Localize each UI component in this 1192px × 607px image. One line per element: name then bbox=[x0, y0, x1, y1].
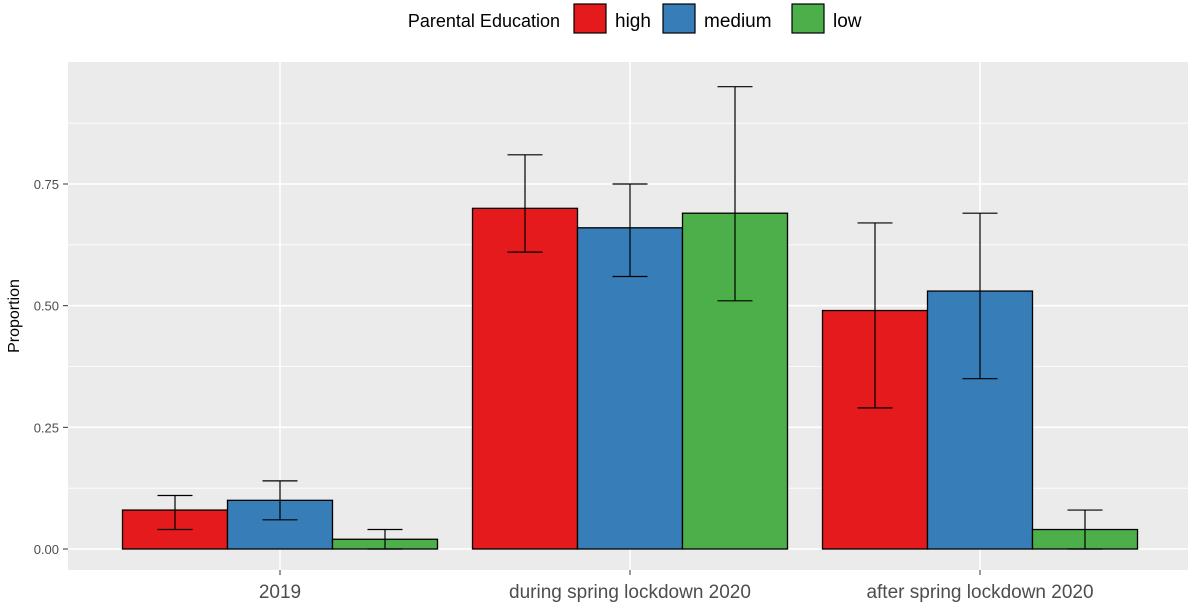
y-tick-label: 0.50 bbox=[34, 299, 59, 314]
legend-title: Parental Education bbox=[408, 11, 560, 31]
bars bbox=[121, 86, 1139, 550]
bar-medium bbox=[576, 227, 684, 550]
x-tick-label: 2019 bbox=[259, 582, 301, 603]
legend-label-high: high bbox=[615, 11, 651, 32]
legend-key-medium bbox=[662, 3, 696, 34]
legend: Parental Education high medium low bbox=[408, 3, 862, 34]
x-tick-label: during spring lockdown 2020 bbox=[509, 582, 751, 603]
legend-label-low: low bbox=[833, 11, 862, 32]
legend-key-low bbox=[791, 3, 825, 34]
bar-high bbox=[471, 207, 579, 550]
legend-key-high bbox=[573, 3, 607, 34]
y-tick-label: 0.75 bbox=[34, 177, 59, 192]
x-axis: 2019 during spring lockdown 2020 after spr… bbox=[259, 570, 1094, 603]
y-tick-label: 0.00 bbox=[34, 542, 59, 557]
x-tick-label: after spring lockdown 2020 bbox=[866, 582, 1093, 603]
y-axis-title: Proportion bbox=[6, 279, 23, 353]
y-tick-label: 0.25 bbox=[34, 420, 59, 435]
y-axis: 0.00 0.25 0.50 0.75 bbox=[34, 177, 68, 557]
legend-label-medium: medium bbox=[704, 11, 772, 32]
